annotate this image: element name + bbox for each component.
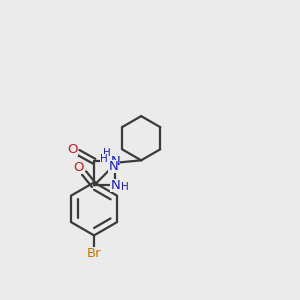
Text: N: N xyxy=(110,155,120,168)
Text: O: O xyxy=(73,160,83,174)
Text: H: H xyxy=(103,148,111,158)
Text: Br: Br xyxy=(87,247,101,260)
Text: N: N xyxy=(108,160,118,173)
Text: H: H xyxy=(121,182,129,192)
Text: O: O xyxy=(67,143,77,156)
Text: N: N xyxy=(110,179,120,192)
Text: H: H xyxy=(100,154,108,164)
